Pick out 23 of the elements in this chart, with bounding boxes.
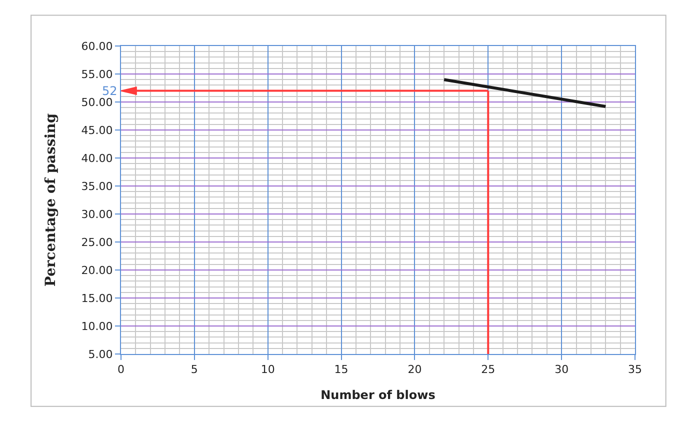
y-tick-label: 60.00 [81,40,113,53]
x-tick-label: 30 [554,363,569,376]
y-tick-label: 55.00 [81,68,113,81]
y-tick-label: 25.00 [81,236,113,249]
x-tick-label: 35 [628,363,642,376]
y-tick-label: 15.00 [81,292,113,305]
y-tick-label: 10.00 [81,320,113,333]
x-tick-label: 15 [334,363,348,376]
y-tick-label: 5.00 [88,348,113,361]
x-tick-label: 0 [118,363,124,376]
y-tick-label: 35.00 [81,180,113,193]
y-tick-label: 45.00 [81,124,113,137]
x-tick-label: 10 [260,363,275,376]
ref-line-label: 52 [102,84,118,98]
x-tick-label: 5 [190,363,198,376]
y-tick-label: 40.00 [81,152,113,165]
x-tick-label: 20 [408,363,422,376]
y-axis-title: Percentage of passing [42,113,59,287]
y-tick-label: 30.00 [81,208,113,221]
y-tick-label: 50.00 [81,96,113,109]
y-tick-label: 20.00 [81,264,113,277]
x-tick-label: 25 [481,363,496,376]
x-axis-title: Number of blows [320,388,436,402]
